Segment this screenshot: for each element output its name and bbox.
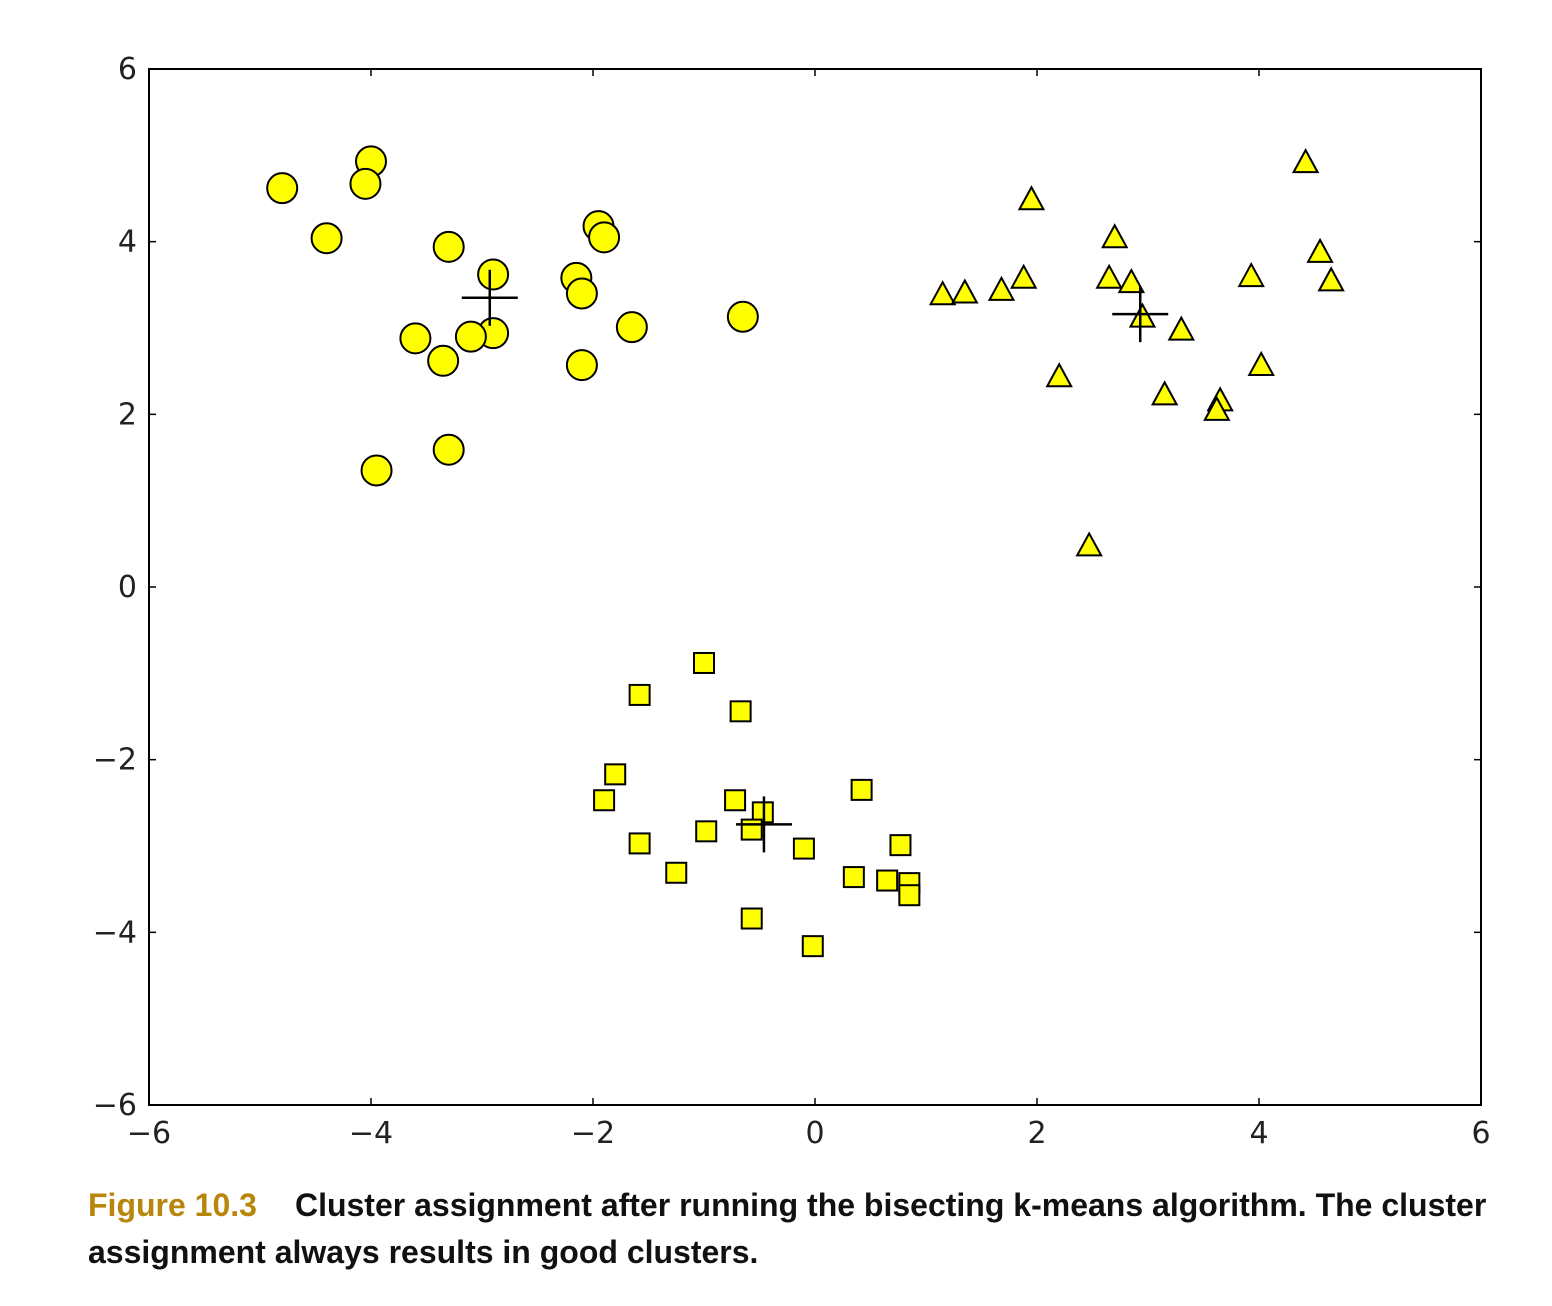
- square-point: [724, 789, 747, 812]
- circle-point: [588, 221, 621, 254]
- x-tick-label: 6: [1471, 1116, 1490, 1151]
- triangle-point: [1203, 395, 1231, 421]
- centroid-marker: [461, 269, 518, 326]
- square-point: [801, 935, 824, 958]
- square-point: [876, 869, 899, 892]
- centroid-marker: [1112, 286, 1169, 343]
- y-tick-label: 2: [118, 397, 137, 432]
- triangle-point: [1247, 350, 1275, 376]
- triangle-point: [1101, 223, 1129, 249]
- x-tick-label: 4: [1249, 1116, 1268, 1151]
- square-point: [740, 818, 763, 841]
- centroid-marker: [735, 796, 792, 853]
- triangle-point: [987, 275, 1016, 301]
- square-point: [693, 651, 715, 674]
- circle-point: [349, 167, 382, 200]
- circle-point: [615, 311, 648, 344]
- triangle-point: [1017, 185, 1046, 211]
- scatter-chart: −6 −4 −2 0 2 4 6 −6 −4 −2 0 2 4 6: [93, 52, 1491, 1151]
- figure-label: Figure 10.3: [88, 1187, 257, 1223]
- square-point: [628, 683, 651, 706]
- triangle-point: [1045, 362, 1073, 388]
- square-point: [850, 778, 873, 801]
- square-point: [740, 907, 763, 930]
- circle-point: [432, 433, 465, 466]
- triangle-point: [951, 278, 979, 304]
- triangle-point: [1150, 380, 1179, 406]
- circle-point: [565, 349, 598, 382]
- circle-point: [266, 172, 299, 205]
- triangle-point: [928, 280, 957, 306]
- y-tick-label: 6: [118, 52, 137, 87]
- x-tick-label: −2: [571, 1116, 615, 1151]
- triangle-point: [1237, 261, 1265, 288]
- square-point: [665, 861, 688, 884]
- y-tick-label: −2: [93, 743, 137, 778]
- circle-point: [432, 230, 465, 263]
- square-point: [628, 832, 651, 855]
- figure-caption: Figure 10.3 Cluster assignment after runn…: [88, 1182, 1508, 1276]
- triangle-point: [1291, 148, 1320, 174]
- y-tick-label: −4: [93, 915, 137, 950]
- circle-point: [454, 320, 487, 353]
- caption-text: Cluster assignment after running the bis…: [88, 1187, 1487, 1270]
- triangle-point: [1095, 263, 1123, 289]
- square-point: [695, 820, 718, 843]
- circle-point: [310, 222, 343, 255]
- square-point: [604, 763, 627, 786]
- square-point: [729, 700, 752, 723]
- square-point: [593, 789, 616, 812]
- circle-point: [565, 277, 598, 310]
- triangle-point: [1009, 263, 1038, 289]
- triangle-point: [1167, 315, 1195, 341]
- circle-point: [477, 258, 510, 291]
- circle-point: [399, 322, 432, 355]
- y-tick-label: −6: [93, 1088, 137, 1123]
- y-tick-label: 0: [118, 570, 137, 605]
- x-tick-label: −4: [349, 1116, 393, 1151]
- x-tick-label: 2: [1027, 1116, 1046, 1151]
- circle-point: [427, 344, 460, 377]
- axes: −6 −4 −2 0 2 4 6 −6 −4 −2 0 2 4 6: [93, 52, 1491, 1151]
- square-point: [889, 834, 912, 857]
- triangle-point: [1075, 531, 1103, 557]
- triangle-point: [1128, 302, 1157, 328]
- x-tick-label: 0: [805, 1116, 824, 1151]
- square-point: [898, 884, 921, 907]
- triangle-point: [1317, 266, 1345, 292]
- triangle-point: [1306, 237, 1334, 263]
- circle-point: [726, 300, 759, 333]
- x-tick-label: −6: [127, 1116, 171, 1151]
- square-point: [842, 866, 865, 889]
- chart-marks: [266, 145, 1345, 958]
- triangle-point: [1117, 268, 1146, 294]
- y-tick-label: 4: [118, 225, 137, 260]
- circle-point: [360, 454, 393, 487]
- square-point: [792, 837, 815, 860]
